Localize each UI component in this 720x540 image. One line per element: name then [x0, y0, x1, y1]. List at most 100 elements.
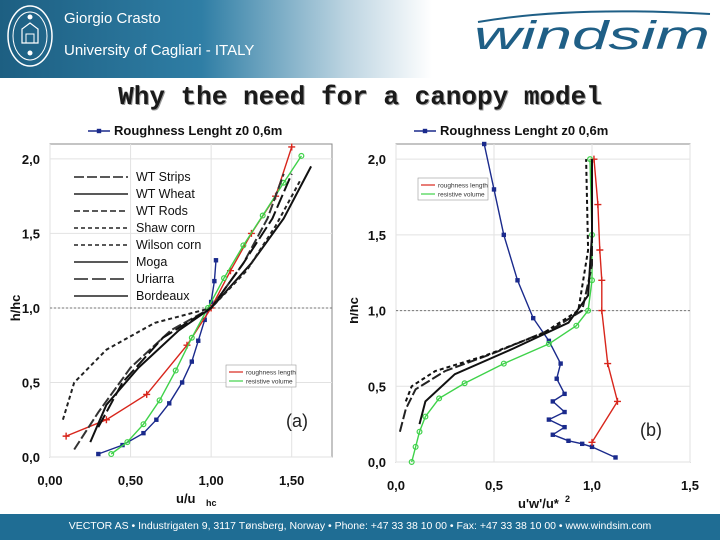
x-tick-label: 0,50 [118, 473, 143, 488]
data-point [154, 417, 159, 422]
data-point [196, 338, 201, 343]
top-legend-marker [96, 128, 102, 134]
author-name: Giorgio Crasto [64, 10, 161, 27]
y-tick-label: 0,5 [368, 379, 386, 394]
profiles-legend-label: Bordeaux [136, 289, 190, 303]
series-line-roughness-lenght-z0-0-6m [98, 260, 217, 455]
data-point [416, 428, 423, 435]
data-point [604, 360, 612, 368]
inset-legend-label: resistive volume [438, 192, 485, 199]
data-point [412, 443, 419, 450]
data-point [213, 258, 219, 263]
data-point [124, 439, 131, 446]
profiles-legend-label: WT Wheat [136, 187, 195, 201]
inset-legend: roughness length resistive volume [417, 177, 489, 201]
data-point [422, 413, 429, 420]
top-legend: Roughness Lenght z0 0,6m [88, 123, 282, 138]
data-point [62, 432, 70, 440]
data-point [167, 401, 172, 406]
data-point [562, 391, 567, 397]
data-point [588, 438, 596, 446]
data-point [566, 438, 571, 443]
data-point [558, 361, 563, 366]
windsim-logo: windsim [474, 10, 711, 58]
data-point [259, 212, 266, 219]
series-line-uriarra [97, 173, 293, 428]
data-point [156, 397, 163, 404]
data-point [500, 360, 507, 367]
profiles-legend-label: Wilson corn [136, 238, 201, 252]
svg-text:windsim: windsim [474, 14, 710, 58]
x-tick-label: 1,50 [279, 473, 304, 488]
x-axis-label: u/u [176, 491, 196, 506]
x-tick-label: 1,5 [681, 478, 699, 493]
top-legend-text: Roughness Lenght z0 0,6m [114, 123, 282, 138]
x-tick-label: 0,0 [387, 478, 405, 493]
data-point [589, 444, 595, 450]
inset-legend-label: roughness length [246, 370, 296, 377]
y-axis-label: h/hc [350, 297, 361, 324]
data-point [141, 430, 146, 436]
y-tick-label: 0,0 [368, 455, 386, 470]
profiles-legend-label: Uriarra [136, 272, 174, 286]
series-line-roughness-length [591, 159, 619, 443]
data-point [546, 417, 552, 422]
data-point [408, 459, 415, 466]
y-tick-label: 2,0 [22, 152, 40, 167]
series-line-profile-5 [404, 159, 590, 402]
y-tick-label: 0,5 [22, 375, 40, 390]
series-line-moga [89, 165, 312, 443]
top-legend: Roughness Lenght z0 0,6m [414, 123, 608, 138]
data-point [613, 397, 621, 405]
university-seal-icon [7, 5, 53, 67]
x-axis-label: u'w'/u* [518, 496, 560, 511]
data-point [140, 421, 147, 428]
series-line-wt-strips [73, 173, 285, 451]
affiliation: University of Cagliari - ITALY [64, 42, 255, 59]
y-tick-label: 0,0 [22, 450, 40, 465]
data-point [613, 455, 618, 460]
shear-stress-profile-chart: 0,0 0,5 1,0 1,5 0,0 0,5 1,0 1,5 2,0 Roughness Len… [350, 123, 699, 511]
x-axis-label-superscript: 2 [565, 494, 570, 504]
series-line-roughness-lenght-z0-0-6m [483, 143, 616, 459]
data-point [515, 278, 520, 283]
data-point [562, 409, 567, 415]
data-point [594, 201, 602, 209]
x-axis-label-subscript: hc [206, 498, 217, 508]
y-tick-label: 1,0 [22, 301, 40, 316]
data-point [501, 232, 506, 238]
data-point [189, 359, 195, 364]
y-tick-label: 2,0 [368, 152, 386, 167]
data-point [546, 338, 552, 344]
y-tick-label: 1,5 [368, 228, 386, 243]
x-tick-label: 1,00 [198, 473, 223, 488]
data-point [562, 424, 567, 430]
data-point [491, 187, 497, 192]
series-line-profile-4 [418, 159, 593, 425]
profiles-legend-label: WT Rods [136, 204, 188, 218]
inset-legend-box [417, 177, 489, 201]
data-point [179, 380, 185, 385]
y-tick-label: 1,0 [368, 304, 386, 319]
data-point [461, 380, 468, 387]
y-axis-label: h/hc [8, 295, 23, 322]
data-point [172, 367, 179, 374]
inset-legend-label: resistive volume [246, 379, 293, 386]
data-point [598, 307, 606, 315]
profiles-legend-label: Moga [136, 255, 167, 269]
data-point [585, 307, 592, 314]
series-line-resistive-volume [110, 155, 302, 455]
plot-area [49, 143, 333, 458]
series-line-resistive-volume [411, 159, 593, 463]
profiles-legend-label: Shaw corn [136, 221, 195, 235]
footer-bar: VECTOR AS • Industrigaten 9, 3117 Tønsbe… [0, 514, 720, 540]
data-point [96, 451, 101, 457]
data-point [240, 242, 247, 249]
data-point [573, 322, 580, 329]
data-point [288, 143, 296, 151]
y-tick-label: 1,5 [22, 226, 40, 241]
x-tick-label: 1,0 [583, 478, 601, 493]
x-tick-label: 0,5 [485, 478, 503, 493]
top-legend-marker [422, 128, 428, 134]
inset-legend-label: roughness length [438, 183, 488, 190]
